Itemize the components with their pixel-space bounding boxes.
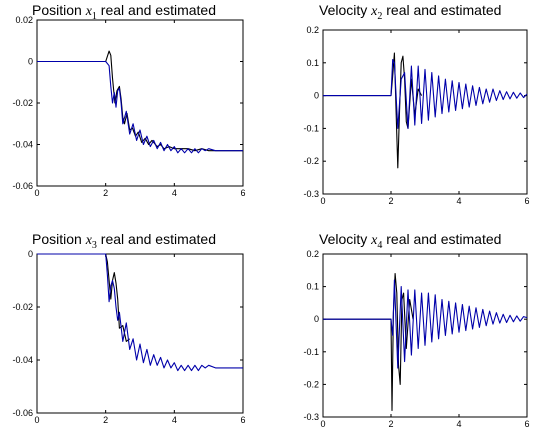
panel-2-xtick-label: 6 bbox=[524, 196, 529, 206]
panel-4-ytick-label: -0.2 bbox=[303, 379, 319, 389]
panel-2-ytick-label: 0.2 bbox=[306, 25, 319, 35]
panel-3-ytick-label: 0 bbox=[28, 249, 33, 259]
panel-1-xtick-label: 4 bbox=[172, 188, 177, 198]
panel-1-ytick-label: -0.02 bbox=[12, 98, 33, 108]
panel-1-xtick-label: 2 bbox=[103, 188, 108, 198]
panel-3-ytick-label: -0.06 bbox=[12, 408, 33, 418]
panel-2-xtick-label: 0 bbox=[320, 196, 325, 206]
panel-4-ytick-label: -0.1 bbox=[303, 347, 319, 357]
panel-4-xtick-label: 6 bbox=[524, 419, 529, 429]
panel-2-xtick-label: 2 bbox=[388, 196, 393, 206]
panel-4-axes-box bbox=[322, 253, 528, 418]
panel-3-ytick-label: -0.02 bbox=[12, 302, 33, 312]
panel-4-ytick-label: -0.3 bbox=[303, 412, 319, 422]
panel-1-ytick-label: -0.06 bbox=[12, 181, 33, 191]
panel-3-series-1-line bbox=[37, 253, 131, 342]
panel-3-title: Position x3 real and estimated bbox=[32, 231, 216, 251]
panel-4-series-1-line bbox=[323, 273, 414, 412]
panel-2-ytick-label: -0.1 bbox=[303, 123, 319, 133]
panel-1-axes-box bbox=[36, 19, 244, 187]
panel-1-ytick-label: -0.04 bbox=[12, 140, 33, 150]
panel-2-ytick-label: -0.3 bbox=[303, 189, 319, 199]
panel-1-xtick-label: 6 bbox=[240, 188, 245, 198]
panel-1-title: Position x1 real and estimated bbox=[32, 2, 216, 22]
panel-1-series-2-line bbox=[37, 60, 243, 154]
panel-2-ytick-label: 0.1 bbox=[306, 58, 319, 68]
panel-1-xtick-label: 0 bbox=[34, 188, 39, 198]
panel-4-xtick-label: 2 bbox=[388, 419, 393, 429]
panel-3-xtick-label: 6 bbox=[240, 415, 245, 425]
panel-2-ytick-label: 0 bbox=[314, 91, 319, 101]
panel-3-series-2-line bbox=[37, 253, 243, 372]
panel-2-ytick-label: -0.2 bbox=[303, 156, 319, 166]
panel-1-ytick-label: 0.02 bbox=[15, 15, 33, 25]
panel-2-xtick-label: 4 bbox=[456, 196, 461, 206]
panel-4-ytick-label: 0 bbox=[314, 314, 319, 324]
panel-4-series-2-line bbox=[323, 279, 528, 369]
panel-1-ytick-label: 0 bbox=[28, 57, 33, 67]
panel-2-axes-box bbox=[322, 29, 528, 195]
panel-4-title: Velocity x4 real and estimated bbox=[319, 231, 502, 251]
panel-3-ytick-label: -0.04 bbox=[12, 355, 33, 365]
panel-4-xtick-label: 4 bbox=[456, 419, 461, 429]
panel-2-title: Velocity x2 real and estimated bbox=[319, 2, 502, 22]
panel-4-ytick-label: 0.2 bbox=[306, 249, 319, 259]
panel-4-xtick-label: 0 bbox=[320, 419, 325, 429]
panel-3-xtick-label: 0 bbox=[34, 415, 39, 425]
panel-4-ytick-label: 0.1 bbox=[306, 282, 319, 292]
panel-3-xtick-label: 2 bbox=[103, 415, 108, 425]
panel-3-xtick-label: 4 bbox=[172, 415, 177, 425]
panel-1-series-1-line bbox=[37, 50, 243, 152]
panel-2-series-2-line bbox=[323, 58, 528, 129]
panel-3-axes-box bbox=[36, 253, 244, 414]
